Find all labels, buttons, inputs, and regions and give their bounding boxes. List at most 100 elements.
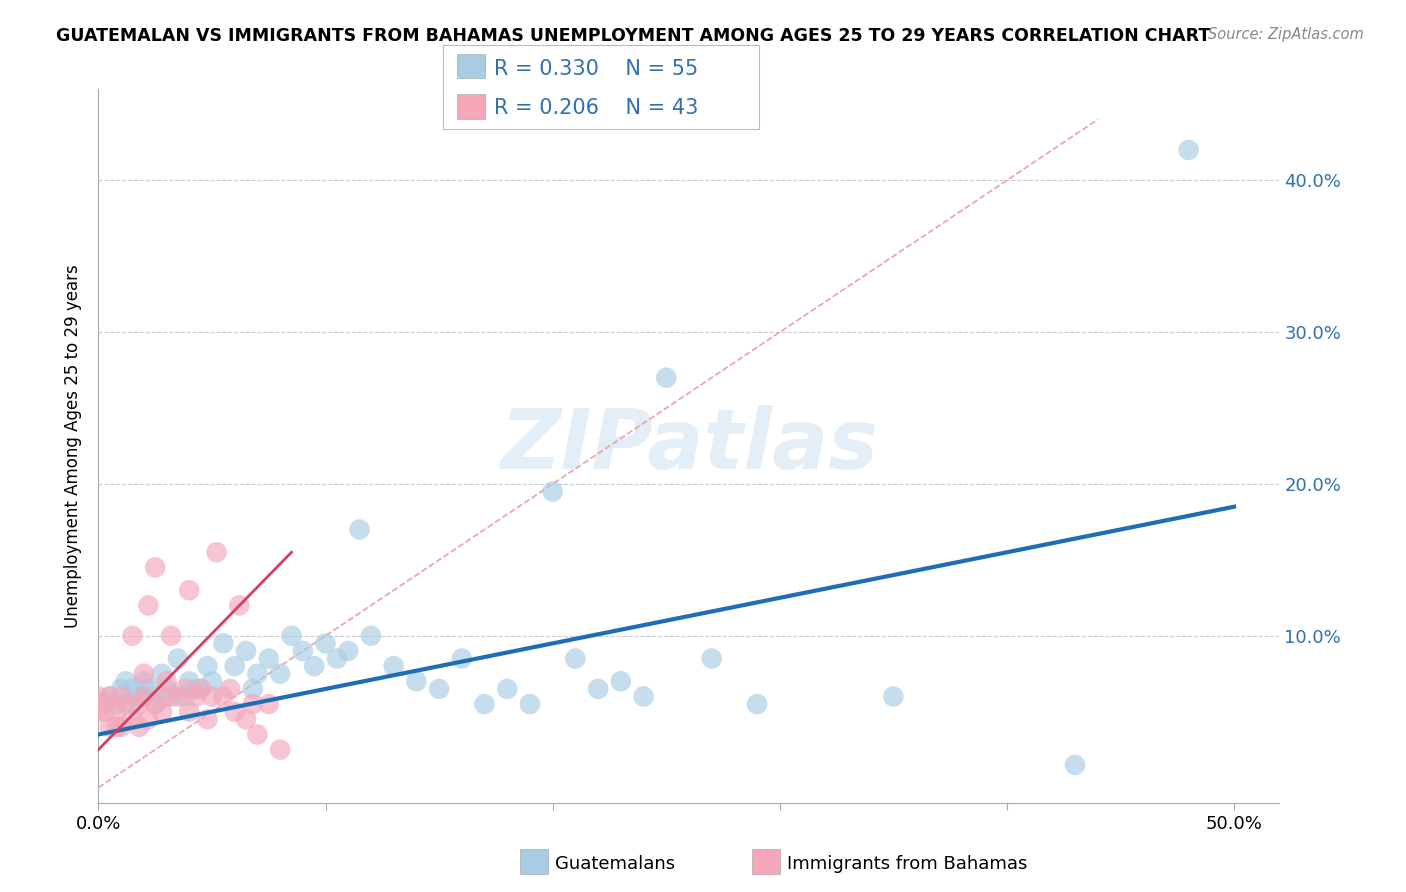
Point: [98, 690, 121, 704]
Point: [201, 674, 224, 689]
Point: [128, 690, 150, 704]
Point: [541, 484, 564, 499]
Point: [121, 712, 143, 726]
Text: Guatemalans: Guatemalans: [555, 855, 675, 873]
Point: [121, 697, 143, 711]
Point: [98, 690, 121, 704]
Text: R = 0.206    N = 43: R = 0.206 N = 43: [494, 98, 697, 118]
Point: [184, 690, 207, 704]
Point: [143, 697, 166, 711]
Text: ZIPatlas: ZIPatlas: [501, 406, 877, 486]
Point: [179, 705, 201, 719]
Point: [114, 697, 136, 711]
Point: [496, 681, 519, 696]
Point: [228, 599, 250, 613]
Point: [315, 636, 337, 650]
Point: [219, 681, 242, 696]
Point: [610, 674, 633, 689]
Point: [1064, 757, 1087, 772]
Point: [167, 651, 190, 665]
Point: [143, 690, 166, 704]
Point: [87, 690, 110, 704]
Point: [121, 681, 143, 696]
Point: [257, 697, 280, 711]
Point: [138, 681, 160, 696]
Point: [121, 629, 143, 643]
Text: Source: ZipAtlas.com: Source: ZipAtlas.com: [1208, 27, 1364, 42]
Point: [235, 644, 257, 658]
Point: [91, 697, 114, 711]
Point: [564, 651, 586, 665]
Point: [212, 690, 235, 704]
Point: [197, 712, 219, 726]
Point: [745, 697, 768, 711]
Point: [114, 674, 136, 689]
Point: [190, 681, 212, 696]
Point: [382, 659, 405, 673]
Point: [160, 629, 183, 643]
Point: [105, 705, 128, 719]
Point: [700, 651, 723, 665]
Point: [173, 690, 195, 704]
Point: [474, 697, 496, 711]
Point: [132, 666, 155, 681]
Point: [224, 659, 246, 673]
Point: [450, 651, 472, 665]
Point: [405, 674, 427, 689]
Point: [269, 742, 291, 756]
Point: [110, 720, 132, 734]
Point: [882, 690, 904, 704]
Point: [190, 681, 212, 696]
Point: [201, 690, 224, 704]
Point: [1177, 143, 1199, 157]
Point: [360, 629, 382, 643]
Point: [212, 636, 235, 650]
Point: [291, 644, 314, 658]
Point: [519, 697, 541, 711]
Point: [246, 727, 269, 741]
Point: [105, 720, 128, 734]
Point: [586, 681, 609, 696]
Point: [155, 674, 177, 689]
Point: [349, 523, 371, 537]
Point: [155, 681, 177, 696]
Point: [269, 666, 291, 681]
Point: [280, 629, 302, 643]
Point: [143, 697, 166, 711]
Y-axis label: Unemployment Among Ages 25 to 29 years: Unemployment Among Ages 25 to 29 years: [65, 264, 83, 628]
Point: [110, 690, 132, 704]
Point: [242, 697, 264, 711]
Point: [179, 674, 201, 689]
Point: [155, 690, 177, 704]
Point: [246, 666, 269, 681]
Point: [183, 681, 205, 696]
Point: [633, 690, 655, 704]
Text: R = 0.330    N = 55: R = 0.330 N = 55: [494, 59, 697, 78]
Point: [167, 690, 190, 704]
Point: [132, 690, 155, 704]
Point: [143, 560, 166, 574]
Point: [205, 545, 228, 559]
Point: [138, 599, 160, 613]
Point: [197, 659, 219, 673]
Point: [150, 666, 173, 681]
Point: [132, 674, 155, 689]
Point: [138, 712, 160, 726]
Point: [257, 651, 280, 665]
Point: [224, 705, 246, 719]
Point: [337, 644, 360, 658]
Point: [173, 681, 195, 696]
Point: [110, 681, 132, 696]
Text: Immigrants from Bahamas: Immigrants from Bahamas: [787, 855, 1028, 873]
Point: [179, 583, 201, 598]
Point: [132, 690, 155, 704]
Point: [128, 697, 150, 711]
Point: [105, 697, 128, 711]
Point: [98, 720, 121, 734]
Point: [235, 712, 257, 726]
Point: [150, 705, 173, 719]
Point: [160, 690, 183, 704]
Point: [302, 659, 325, 673]
Point: [427, 681, 450, 696]
Point: [87, 705, 110, 719]
